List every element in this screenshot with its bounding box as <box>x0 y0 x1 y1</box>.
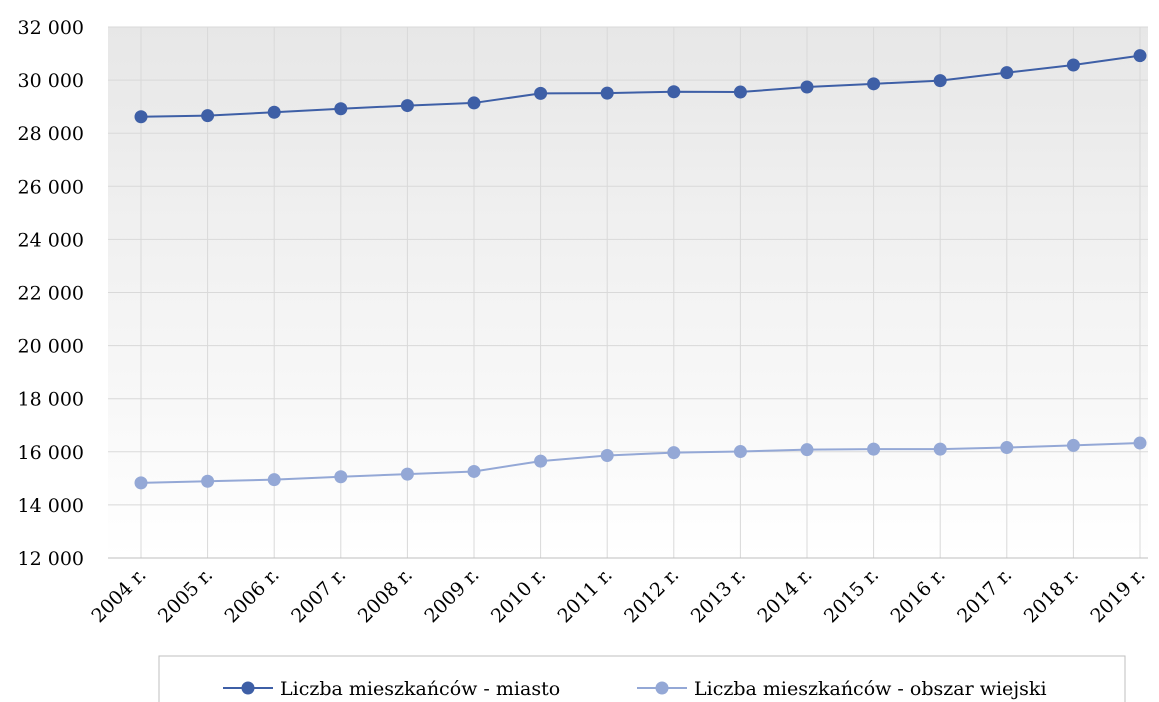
data-point <box>867 442 881 456</box>
data-point <box>1066 438 1080 452</box>
data-point <box>733 445 747 459</box>
data-point <box>600 86 614 100</box>
data-point <box>467 96 481 110</box>
data-point <box>1000 441 1014 455</box>
y-tick-label: 30 000 <box>18 70 84 92</box>
data-point <box>800 443 814 457</box>
series-line <box>140 442 1141 484</box>
x-tick-label: 2007 r. <box>287 564 350 627</box>
data-point <box>800 80 814 94</box>
data-point <box>534 454 548 468</box>
x-tick-label: 2011 r. <box>553 564 616 627</box>
data-point <box>933 74 947 88</box>
y-tick-label: 12 000 <box>18 548 84 570</box>
data-point <box>400 467 414 481</box>
x-tick-label: 2009 r. <box>420 564 483 627</box>
y-tick-label: 14 000 <box>18 495 84 517</box>
legend-marker <box>655 681 669 695</box>
x-tick-label: 2004 r. <box>87 564 150 627</box>
legend: Liczba mieszkańców - miasto Liczba mieszk… <box>158 655 1126 702</box>
x-tick-label: 2006 r. <box>220 564 283 627</box>
grid-lines <box>108 26 1148 558</box>
x-tick-label: 2008 r. <box>354 564 417 627</box>
legend-label: Liczba mieszkańców - obszar wiejski <box>694 678 1047 700</box>
data-point <box>1000 66 1014 80</box>
data-point <box>1133 49 1147 63</box>
series-line <box>140 54 1141 118</box>
y-tick-label: 20 000 <box>18 336 84 358</box>
data-point <box>134 110 148 124</box>
x-tick-label: 2010 r. <box>487 564 550 627</box>
data-point <box>733 85 747 99</box>
x-tick-label: 2016 r. <box>886 564 949 627</box>
legend-box <box>158 655 1126 702</box>
data-point <box>267 473 281 487</box>
x-tick-label: 2015 r. <box>820 564 883 627</box>
data-point <box>867 77 881 91</box>
data-point <box>201 109 215 123</box>
y-tick-label: 26 000 <box>18 176 84 198</box>
y-tick-label: 22 000 <box>18 283 84 305</box>
x-tick-label: 2005 r. <box>154 564 217 627</box>
data-point <box>334 470 348 484</box>
data-point <box>467 464 481 478</box>
y-tick-label: 24 000 <box>18 229 84 251</box>
y-tick-label: 32 000 <box>18 17 84 39</box>
data-point <box>400 99 414 113</box>
data-point <box>267 105 281 119</box>
legend-marker <box>241 681 255 695</box>
series-2 <box>134 436 1147 490</box>
data-point <box>134 476 148 490</box>
y-tick-label: 28 000 <box>18 123 84 145</box>
x-tick-label: 2014 r. <box>753 564 816 627</box>
data-point <box>1066 58 1080 72</box>
x-tick-label: 2013 r. <box>687 564 750 627</box>
data-point <box>667 446 681 460</box>
y-tick-label: 16 000 <box>18 442 84 464</box>
series-layer <box>134 49 1147 490</box>
series-1 <box>134 49 1147 124</box>
x-tick-label: 2019 r. <box>1086 564 1149 627</box>
data-point <box>933 442 947 456</box>
data-point <box>1133 436 1147 450</box>
data-point <box>201 474 215 488</box>
legend-label: Liczba mieszkańców - miasto <box>280 678 560 700</box>
data-point <box>667 85 681 99</box>
x-tick-label: 2017 r. <box>953 564 1016 627</box>
data-point <box>334 102 348 116</box>
x-tick-label: 2018 r. <box>1020 564 1083 627</box>
data-point <box>600 449 614 463</box>
x-tick-label: 2012 r. <box>620 564 683 627</box>
data-point <box>534 86 548 100</box>
y-tick-label: 18 000 <box>18 389 84 411</box>
